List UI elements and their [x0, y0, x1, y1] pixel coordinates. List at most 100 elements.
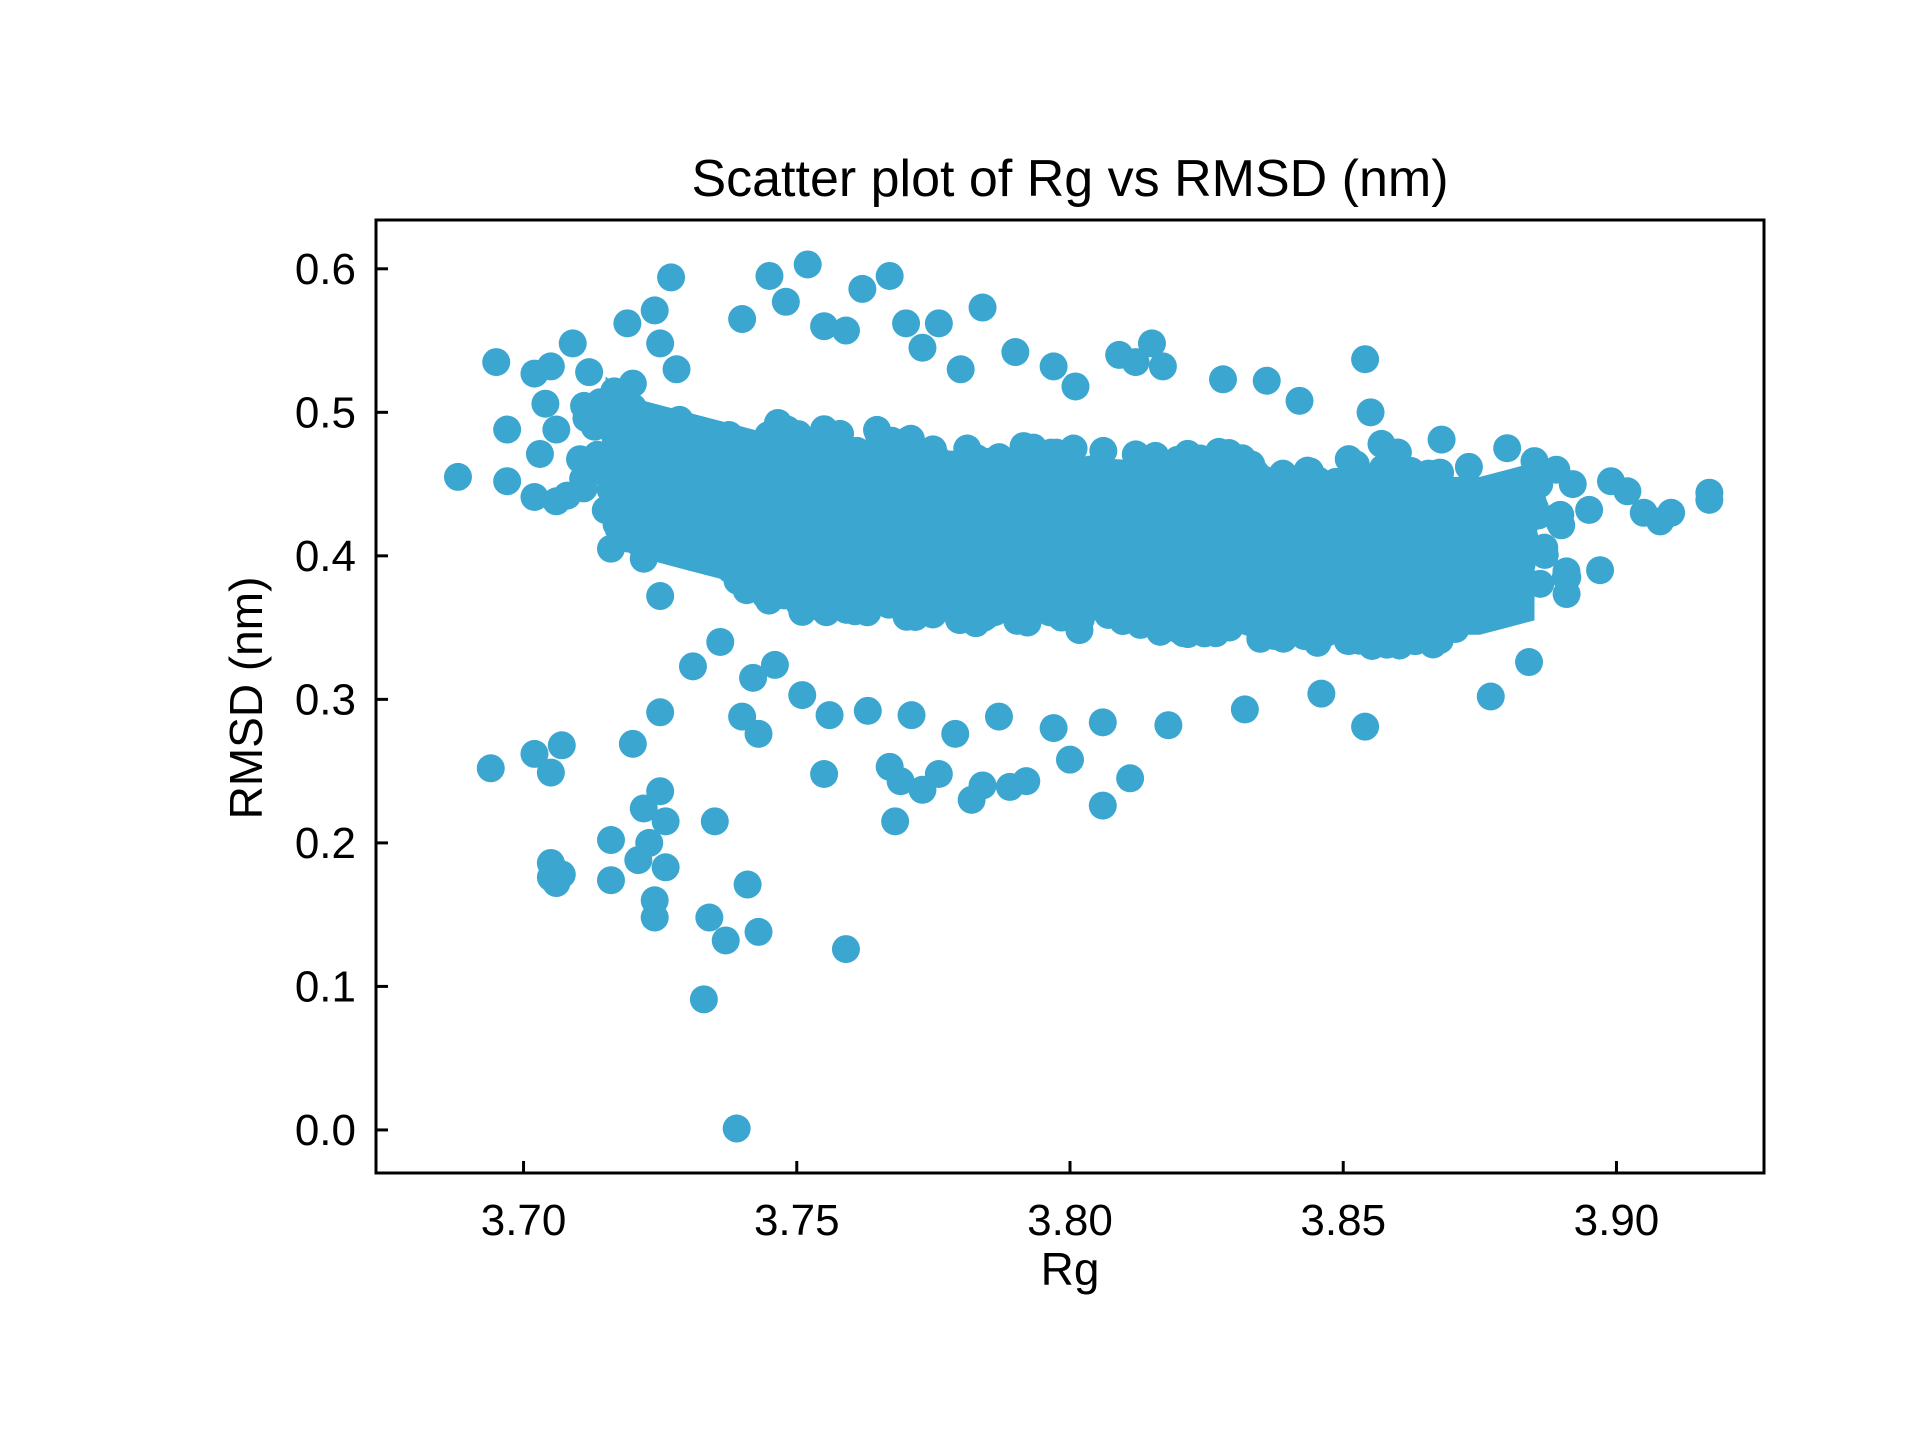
data-point [1252, 366, 1281, 395]
data-point [1613, 477, 1642, 506]
data-point [640, 903, 669, 932]
data-point [815, 701, 844, 730]
data-point [624, 846, 653, 875]
data-point [1056, 745, 1084, 774]
cluster-point [969, 603, 998, 632]
data-point [558, 329, 587, 358]
data-point [1351, 712, 1380, 741]
data-point [629, 544, 658, 573]
data-point [1121, 348, 1150, 377]
data-point [542, 869, 571, 898]
data-point [596, 826, 625, 855]
cluster-point [1358, 631, 1387, 660]
data-point [881, 807, 910, 836]
x-tick-label: 3.85 [1300, 1196, 1386, 1245]
data-point [547, 731, 576, 760]
cluster-body [605, 376, 1535, 635]
plot-frame [374, 218, 1766, 1175]
data-point [520, 739, 549, 768]
data-point [1427, 425, 1456, 454]
data-point [525, 439, 554, 468]
data-point [1695, 485, 1724, 514]
data-point [810, 312, 839, 341]
data-point [596, 534, 625, 563]
cluster-point [894, 426, 923, 455]
data-point [657, 263, 686, 292]
data-point [678, 652, 707, 681]
data-point [651, 807, 680, 836]
y-axis-label: RMSD (nm) [220, 577, 272, 820]
data-point [700, 807, 729, 836]
x-tick-label: 3.90 [1574, 1196, 1660, 1245]
data-point [651, 853, 680, 882]
cluster-point [1546, 500, 1575, 529]
y-tick-label: 0.2 [295, 819, 356, 868]
data-point [968, 293, 997, 322]
data-point [946, 355, 975, 384]
data-point [1088, 708, 1117, 737]
data-point [728, 702, 757, 731]
cluster-point [1334, 445, 1363, 474]
data-point [1383, 438, 1412, 467]
data-point [520, 483, 549, 512]
data-point [1520, 447, 1549, 476]
data-point [755, 261, 784, 290]
data-point [908, 333, 937, 362]
cluster-point [1269, 624, 1298, 653]
data-point [739, 663, 768, 692]
data-point [542, 415, 571, 444]
chart-title: Scatter plot of Rg vs RMSD (nm) [691, 150, 1448, 208]
data-point [1586, 556, 1615, 585]
data-point [1154, 711, 1183, 740]
data-point [629, 794, 658, 823]
cluster-point [1530, 540, 1559, 569]
data-point [722, 1114, 751, 1143]
data-point [640, 296, 669, 325]
data-point [1356, 398, 1385, 427]
data-point [1657, 498, 1686, 527]
y-tick-label: 0.3 [295, 675, 356, 724]
data-point [924, 309, 953, 338]
data-point [476, 754, 505, 783]
data-point [744, 917, 773, 946]
data-point [1137, 329, 1166, 358]
x-tick-label: 3.70 [481, 1196, 567, 1245]
data-point [493, 415, 522, 444]
data-point [695, 903, 724, 932]
data-point [760, 650, 789, 679]
data-point [536, 758, 565, 787]
data-point [793, 250, 822, 279]
data-point [586, 388, 615, 417]
data-point [575, 358, 604, 387]
x-tick-label: 3.75 [754, 1196, 840, 1245]
x-tick-label: 3.80 [1027, 1196, 1113, 1245]
data-point [1575, 495, 1604, 524]
data-point [1230, 695, 1259, 724]
data-point [831, 935, 860, 964]
data-points [443, 250, 1724, 1143]
y-tick-label: 0.6 [295, 245, 356, 294]
data-point [1454, 452, 1483, 481]
y-tick-label: 0.0 [295, 1106, 356, 1155]
data-point [1558, 470, 1587, 499]
data-point [711, 926, 740, 955]
data-point [810, 760, 839, 789]
data-point [1553, 563, 1582, 592]
data-point [531, 389, 560, 418]
data-point [646, 698, 675, 727]
data-point [618, 369, 647, 398]
data-point [892, 309, 921, 338]
data-point [831, 316, 860, 345]
data-point [613, 309, 642, 338]
data-point [569, 474, 598, 503]
data-point [443, 462, 472, 491]
data-point [1001, 338, 1030, 367]
data-point [646, 582, 675, 611]
data-point [1307, 679, 1336, 708]
data-point [1039, 352, 1068, 381]
data-point [848, 274, 877, 303]
cluster-point [1003, 606, 1032, 635]
data-point [1148, 352, 1177, 381]
